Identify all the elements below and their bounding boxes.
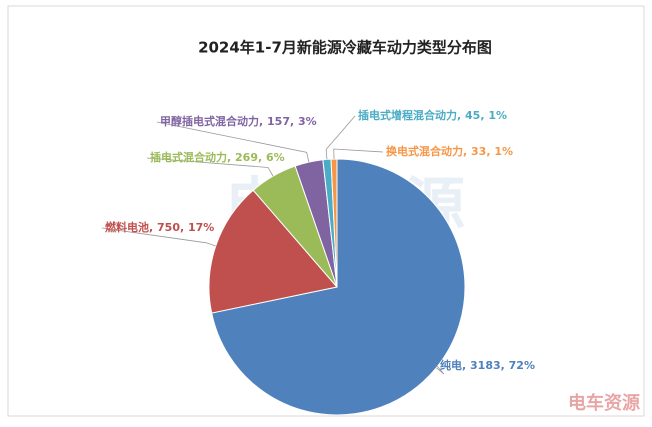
value-label: , 157, 3% xyxy=(259,115,317,128)
data-label: 换电式混合动力, 33, 1% xyxy=(386,144,513,158)
data-label: 甲醇插电式混合动力, 157, 3% xyxy=(160,114,317,128)
leader-line xyxy=(156,121,310,163)
category-label: 燃料电池 xyxy=(104,220,149,234)
pie-slice xyxy=(330,158,338,288)
value-label: , 269, 6% xyxy=(227,151,285,164)
leader-line xyxy=(101,227,216,247)
value-label: , 3183, 72% xyxy=(462,359,535,372)
category-label: 纯电 xyxy=(440,358,462,372)
watermark: 电车资源 xyxy=(568,392,640,414)
chart-title: 2024年1-7月新能源冷藏车动力类型分布图 xyxy=(198,39,492,57)
leader-line xyxy=(436,365,445,375)
pie-slice xyxy=(208,189,338,314)
leader-line xyxy=(146,157,274,177)
category-label: 甲醇插电式混合动力 xyxy=(160,114,259,128)
pie xyxy=(208,158,466,416)
data-label: 插电式混合动力, 269, 6% xyxy=(150,150,285,164)
value-label: , 45, 1% xyxy=(457,109,507,122)
data-label: 插电式增程混合动力, 45, 1% xyxy=(358,108,507,122)
value-label: , 33, 1% xyxy=(463,145,513,158)
category-label: 插电式混合动力 xyxy=(150,150,227,164)
data-label: 燃料电池, 750, 17% xyxy=(104,220,214,234)
category-label: 换电式混合动力 xyxy=(386,144,463,158)
category-label: 插电式增程混合动力 xyxy=(358,108,457,122)
leader-line xyxy=(325,115,356,160)
data-label: 纯电, 3183, 72% xyxy=(440,358,535,372)
value-label: , 750, 17% xyxy=(149,221,214,234)
leader-line xyxy=(333,148,384,160)
